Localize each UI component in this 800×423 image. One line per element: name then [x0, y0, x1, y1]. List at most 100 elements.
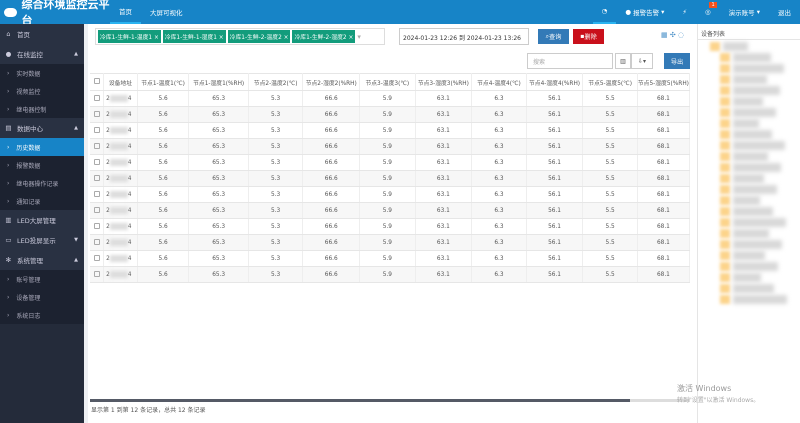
sidebar-item-led-manage[interactable]: ▥ LED大屏管理: [0, 210, 84, 230]
table-row[interactable]: 2 4 5.6 65.3 5.3 66.6 5.9 63.1 6.3 56.1 5.5 68.1: [90, 186, 691, 203]
sidebar-item-home[interactable]: ⌂ 首页: [0, 24, 84, 44]
tree-node[interactable]: [720, 262, 800, 271]
sidebar-item-syslog[interactable]: › 系统日志: [0, 306, 84, 324]
table-row[interactable]: 2 4 5.6 65.3 5.3 66.6 5.9 63.1 6.3 56.1 5.5 68.1: [90, 154, 691, 171]
tree-node[interactable]: [720, 108, 800, 117]
tree-node[interactable]: [720, 251, 800, 260]
horizontal-scrollbar[interactable]: [90, 399, 690, 402]
column-header[interactable]: 节点5-温度5(℃): [582, 73, 638, 91]
table-row[interactable]: 2 4 5.6 65.3 5.3 66.6 5.9 63.1 6.3 56.1 5.5 68.1: [90, 202, 691, 219]
row-checkbox[interactable]: [90, 218, 105, 235]
table-row[interactable]: 2 4 5.6 65.3 5.3 66.6 5.9 63.1 6.3 56.1 5.5 68.1: [90, 266, 691, 283]
tree-node[interactable]: [720, 185, 800, 194]
row-checkbox[interactable]: [90, 202, 105, 219]
tree-node[interactable]: [720, 240, 800, 249]
tree-node[interactable]: [720, 163, 800, 172]
tree-node[interactable]: [720, 53, 800, 62]
tree-node[interactable]: [720, 86, 800, 95]
column-header[interactable]: 节点3-湿度3(%RH): [415, 73, 473, 91]
tree-node[interactable]: [720, 75, 800, 84]
tag[interactable]: 冷库1-生鲜-1-湿度1 ×: [162, 30, 226, 43]
nav-home[interactable]: 首页: [110, 0, 141, 24]
tree-node[interactable]: [720, 273, 800, 282]
row-checkbox[interactable]: [90, 266, 105, 283]
tree-node[interactable]: [720, 207, 800, 216]
row-checkbox[interactable]: [90, 154, 105, 171]
table-row[interactable]: 2 4 5.6 65.3 5.3 66.6 5.9 63.1 6.3 56.1 5.5 68.1: [90, 250, 691, 267]
tree-node[interactable]: [720, 141, 800, 150]
row-checkbox[interactable]: [90, 122, 105, 139]
palette-icon[interactable]: ◔: [592, 0, 617, 24]
tree-node[interactable]: [720, 174, 800, 183]
tree-node[interactable]: [710, 42, 800, 51]
message-icon[interactable]: ◎ 1: [704, 2, 717, 16]
column-header[interactable]: 节点2-湿度2(%RH): [302, 73, 361, 91]
tree-node[interactable]: [720, 295, 800, 304]
column-header[interactable]: 节点5-湿度5(%RH): [637, 73, 691, 91]
tree-node[interactable]: [720, 119, 800, 128]
row-checkbox[interactable]: [90, 138, 105, 155]
column-header[interactable]: 节点1-湿度1(%RH): [188, 73, 249, 91]
table-row[interactable]: 2 4 5.6 65.3 5.3 66.6 5.9 63.1 6.3 56.1 5.5 68.1: [90, 138, 691, 155]
sidebar-item-online-monitor[interactable]: ● 在线监控 ▲: [0, 44, 84, 64]
export-type-dropdown[interactable]: ⇩▾: [631, 53, 653, 69]
date-range-input[interactable]: 2024-01-23 12:26 到 2024-01-23 13:26: [399, 28, 529, 45]
column-header[interactable]: 节点1-温度1(℃): [137, 73, 190, 91]
sidebar-item-led-screen[interactable]: ▭ LED投屏显示 ▼: [0, 230, 84, 250]
nav-big-screen[interactable]: 大屏可视化: [150, 9, 183, 17]
table-row[interactable]: 2 4 5.6 65.3 5.3 66.6 5.9 63.1 6.3 56.1 5.5 68.1: [90, 170, 691, 187]
sidebar-item-accounts[interactable]: › 账号管理: [0, 270, 84, 288]
chevron-down-icon[interactable]: ▾: [357, 32, 361, 41]
sidebar-item-data-center[interactable]: ▤ 数据中心 ▲: [0, 118, 84, 138]
column-header[interactable]: 设备地址: [103, 73, 138, 91]
tree-node[interactable]: [720, 64, 800, 73]
sidebar-item-relay-log[interactable]: › 继电器操作记录: [0, 174, 84, 192]
mute-icon[interactable]: ⚡: [682, 8, 687, 16]
column-header[interactable]: 节点2-温度2(℃): [248, 73, 304, 91]
logout-button[interactable]: 退出: [778, 9, 791, 17]
sidebar-item-realtime[interactable]: › 实时数据: [0, 64, 84, 82]
tag[interactable]: 冷库1-生鲜-2-温度2 ×: [227, 30, 291, 43]
tag[interactable]: 冷库1-生鲜-2-湿度2 ×: [292, 30, 356, 43]
tree-node[interactable]: [720, 196, 800, 205]
view-toggle-icons[interactable]: ▦ ✣ ◌: [661, 31, 685, 39]
device-tree[interactable]: [698, 42, 800, 304]
query-button[interactable]: ⌕ 查询: [538, 29, 569, 44]
select-all-checkbox[interactable]: [90, 73, 105, 91]
sidebar-item-history[interactable]: › 历史数据: [0, 138, 84, 156]
table-row[interactable]: 2 4 5.6 65.3 5.3 66.6 5.9 63.1 6.3 56.1 5.5 68.1: [90, 218, 691, 235]
sidebar-item-alarm-data[interactable]: › 报警数据: [0, 156, 84, 174]
column-header[interactable]: 节点3-温度3(℃): [359, 73, 416, 91]
column-header[interactable]: 节点4-温度4(℃): [471, 73, 527, 91]
tree-node[interactable]: [720, 130, 800, 139]
table-row[interactable]: 2 4 5.6 65.3 5.3 66.6 5.9 63.1 6.3 56.1 5.5 68.1: [90, 122, 691, 139]
node-select[interactable]: 冷库1-生鲜-1-温度1 × 冷库1-生鲜-1-湿度1 × 冷库1-生鲜-2-温…: [95, 28, 385, 45]
row-checkbox[interactable]: [90, 90, 105, 107]
sidebar-item-relay[interactable]: › 继电器控制: [0, 100, 84, 118]
row-checkbox[interactable]: [90, 234, 105, 251]
table-row[interactable]: 2 4 5.6 65.3 5.3 66.6 5.9 63.1 6.3 56.1 5.5 68.1: [90, 106, 691, 123]
tree-node[interactable]: [720, 218, 800, 227]
sidebar-item-notify-log[interactable]: › 通知记录: [0, 192, 84, 210]
tree-node[interactable]: [720, 152, 800, 161]
tree-node[interactable]: [720, 229, 800, 238]
columns-icon[interactable]: ▥: [615, 53, 631, 69]
account-menu[interactable]: 演示账号 ▾: [728, 8, 760, 17]
tree-node[interactable]: [720, 284, 800, 293]
search-input[interactable]: 搜索: [527, 53, 613, 69]
row-checkbox[interactable]: [90, 106, 105, 123]
delete-button[interactable]: ▪ 删除: [573, 29, 604, 44]
sidebar-item-video[interactable]: › 视频监控: [0, 82, 84, 100]
column-header[interactable]: 节点4-湿度4(%RH): [526, 73, 584, 91]
sidebar-item-devices[interactable]: › 设备管理: [0, 288, 84, 306]
table-row[interactable]: 2 4 5.6 65.3 5.3 66.6 5.9 63.1 6.3 56.1 5.5 68.1: [90, 234, 691, 251]
sidebar-item-system[interactable]: ✻ 系统管理 ▲: [0, 250, 84, 270]
table-row[interactable]: 2 4 5.6 65.3 5.3 66.6 5.9 63.1 6.3 56.1 5.5 68.1: [90, 90, 691, 107]
tree-node[interactable]: [720, 97, 800, 106]
tag[interactable]: 冷库1-生鲜-1-温度1 ×: [98, 30, 161, 43]
row-checkbox[interactable]: [90, 170, 105, 187]
export-button[interactable]: 导出: [664, 53, 690, 69]
alarm-menu[interactable]: ● 报警告警 ▾: [625, 8, 665, 17]
row-checkbox[interactable]: [90, 186, 105, 203]
row-checkbox[interactable]: [90, 250, 105, 267]
